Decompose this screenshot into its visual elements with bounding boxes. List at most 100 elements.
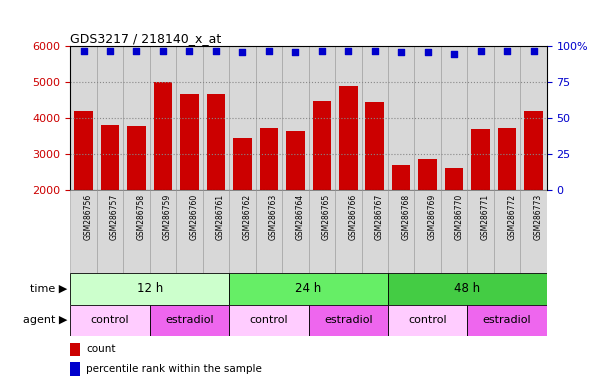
Bar bbox=[472, 129, 490, 263]
Bar bbox=[362, 190, 388, 273]
Bar bbox=[180, 94, 199, 263]
Text: GSM286760: GSM286760 bbox=[189, 194, 199, 240]
Text: GSM286764: GSM286764 bbox=[295, 194, 304, 240]
Text: GSM286772: GSM286772 bbox=[507, 194, 516, 240]
Text: estradiol: estradiol bbox=[324, 315, 373, 325]
Bar bbox=[70, 343, 80, 356]
Bar bbox=[229, 46, 255, 190]
Text: GSM286763: GSM286763 bbox=[269, 194, 278, 240]
Bar bbox=[97, 46, 123, 190]
Text: agent ▶: agent ▶ bbox=[23, 315, 67, 325]
Point bbox=[423, 49, 433, 55]
Bar bbox=[229, 273, 388, 305]
Bar bbox=[498, 128, 516, 263]
Bar bbox=[176, 46, 203, 190]
Bar bbox=[388, 273, 547, 305]
Bar bbox=[524, 111, 543, 263]
Text: GSM286765: GSM286765 bbox=[322, 194, 331, 240]
Bar bbox=[123, 190, 150, 273]
Bar bbox=[150, 46, 176, 190]
Bar bbox=[339, 86, 357, 263]
Point bbox=[397, 49, 406, 55]
Bar bbox=[335, 190, 362, 273]
Bar bbox=[255, 190, 282, 273]
Bar bbox=[282, 190, 309, 273]
Bar bbox=[203, 46, 229, 190]
Bar bbox=[260, 128, 278, 263]
Text: GSM286767: GSM286767 bbox=[375, 194, 384, 240]
Bar bbox=[362, 46, 388, 190]
Text: estradiol: estradiol bbox=[165, 315, 214, 325]
Text: GSM286768: GSM286768 bbox=[401, 194, 410, 240]
Bar bbox=[123, 46, 150, 190]
Bar bbox=[282, 46, 309, 190]
Point bbox=[290, 49, 300, 55]
Bar bbox=[229, 190, 255, 273]
Text: GSM286766: GSM286766 bbox=[348, 194, 357, 240]
Bar bbox=[335, 46, 362, 190]
Bar bbox=[309, 190, 335, 273]
Bar bbox=[441, 190, 467, 273]
Text: control: control bbox=[249, 315, 288, 325]
Text: 24 h: 24 h bbox=[296, 282, 321, 295]
Bar bbox=[392, 165, 411, 263]
Bar bbox=[445, 168, 463, 263]
Bar bbox=[388, 46, 414, 190]
Text: GSM286770: GSM286770 bbox=[454, 194, 463, 240]
Bar bbox=[127, 126, 145, 263]
Text: GSM286769: GSM286769 bbox=[428, 194, 437, 240]
Bar bbox=[70, 305, 150, 336]
Bar bbox=[414, 46, 441, 190]
Bar bbox=[365, 101, 384, 263]
Bar bbox=[494, 46, 521, 190]
Bar bbox=[441, 46, 467, 190]
Text: GSM286756: GSM286756 bbox=[84, 194, 92, 240]
Bar bbox=[419, 159, 437, 263]
Point bbox=[105, 48, 115, 54]
Text: count: count bbox=[86, 344, 115, 354]
Point bbox=[185, 48, 194, 54]
Text: 48 h: 48 h bbox=[455, 282, 480, 295]
Bar bbox=[309, 46, 335, 190]
Bar bbox=[75, 111, 93, 263]
Bar bbox=[70, 273, 229, 305]
Point bbox=[79, 48, 89, 54]
Bar bbox=[309, 305, 388, 336]
Text: GSM286758: GSM286758 bbox=[136, 194, 145, 240]
Bar bbox=[97, 190, 123, 273]
Point bbox=[476, 48, 486, 54]
Text: GSM286762: GSM286762 bbox=[243, 194, 251, 240]
Bar bbox=[467, 305, 547, 336]
Point bbox=[158, 48, 168, 54]
Bar bbox=[229, 305, 309, 336]
Bar bbox=[233, 138, 252, 263]
Point bbox=[211, 48, 221, 54]
Text: control: control bbox=[90, 315, 130, 325]
Bar bbox=[467, 190, 494, 273]
Bar bbox=[70, 190, 97, 273]
Text: GSM286759: GSM286759 bbox=[163, 194, 172, 240]
Text: 12 h: 12 h bbox=[137, 282, 163, 295]
Bar bbox=[521, 46, 547, 190]
Point bbox=[449, 51, 459, 57]
Text: GSM286771: GSM286771 bbox=[481, 194, 489, 240]
Text: percentile rank within the sample: percentile rank within the sample bbox=[86, 364, 262, 374]
Text: GDS3217 / 218140_x_at: GDS3217 / 218140_x_at bbox=[70, 32, 222, 45]
Bar bbox=[388, 190, 414, 273]
Text: GSM286761: GSM286761 bbox=[216, 194, 225, 240]
Text: control: control bbox=[408, 315, 447, 325]
Bar bbox=[70, 46, 97, 190]
Bar bbox=[203, 190, 229, 273]
Point bbox=[238, 49, 247, 55]
Bar bbox=[494, 190, 521, 273]
Bar bbox=[521, 190, 547, 273]
Bar bbox=[388, 305, 467, 336]
Bar bbox=[467, 46, 494, 190]
Point bbox=[317, 48, 327, 54]
Bar bbox=[150, 305, 229, 336]
Bar bbox=[150, 190, 176, 273]
Bar bbox=[286, 131, 305, 263]
Text: estradiol: estradiol bbox=[483, 315, 532, 325]
Point bbox=[502, 48, 512, 54]
Text: GSM286757: GSM286757 bbox=[110, 194, 119, 240]
